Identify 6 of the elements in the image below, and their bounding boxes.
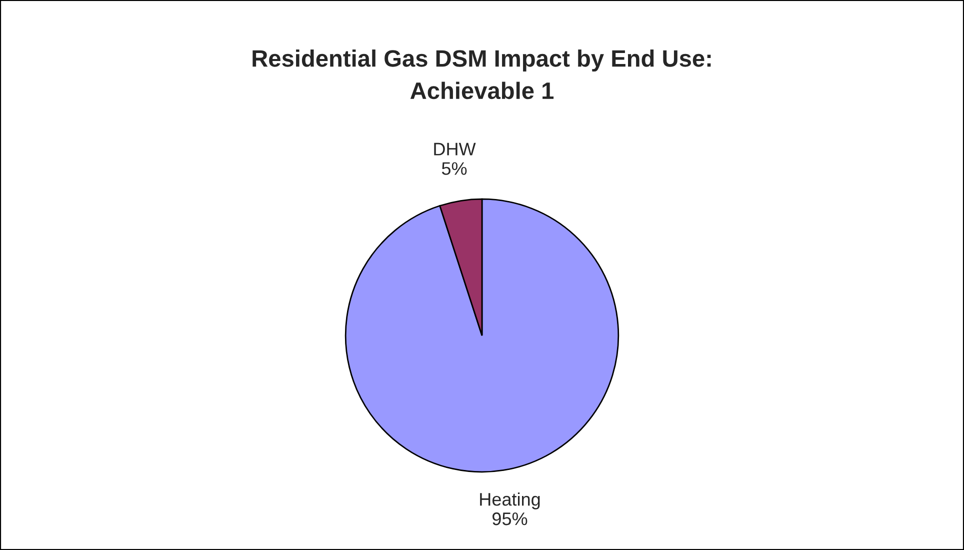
pie-slice (344, 198, 620, 473)
chart-title: Residential Gas DSM Impact by End Use: Achievable 1 (252, 50, 711, 100)
data-label: 5% (442, 162, 467, 175)
slice-label: Heating (480, 492, 540, 510)
slice-label: DHW (434, 142, 476, 156)
data-label: 95% (492, 512, 528, 526)
